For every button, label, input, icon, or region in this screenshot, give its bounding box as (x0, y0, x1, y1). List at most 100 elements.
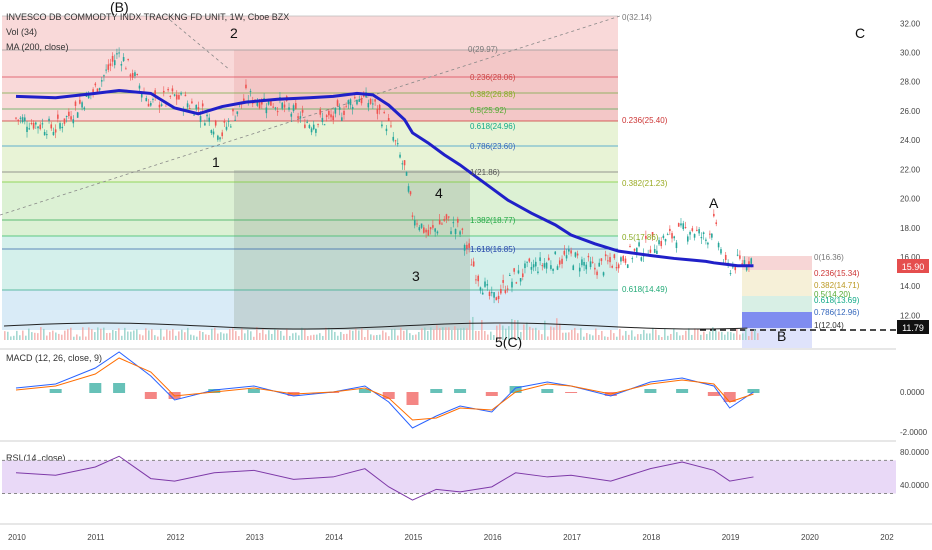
volume-bar (709, 331, 711, 340)
volume-bar (598, 334, 600, 340)
fib-zone (742, 270, 812, 296)
volume-bar (31, 332, 33, 340)
volume-bar (259, 332, 261, 340)
price-candle (28, 128, 31, 130)
price-candle (283, 104, 286, 108)
price-candle (509, 274, 511, 276)
price-candle (217, 135, 219, 140)
volume-bar (250, 331, 252, 340)
volume-bar (154, 335, 156, 340)
price-candle (312, 124, 315, 130)
time-axis[interactable]: 2010 2011 2012 2013 2014 2015 2016 2017 2018 2019… (8, 533, 894, 542)
volume-bar (379, 334, 381, 340)
price-candle (258, 102, 261, 109)
macd-histogram-bar (707, 392, 720, 396)
price-candle (717, 242, 720, 248)
price-candle (276, 111, 279, 113)
volume-bar (544, 320, 546, 340)
price-candle (96, 88, 99, 94)
price-candle (519, 278, 522, 282)
price-candle (413, 220, 416, 226)
price-tick-label: 12.00 (900, 311, 921, 320)
price-candle (390, 125, 392, 127)
price-candle (702, 232, 705, 235)
fib-level-label: 1(12.04) (814, 321, 844, 330)
price-candle (24, 117, 26, 122)
price-candle (495, 297, 498, 301)
volume-bar (685, 330, 687, 340)
macd-histogram-bar (247, 389, 260, 393)
volume-bar (193, 335, 195, 340)
volume-bar (304, 329, 306, 340)
price-candle (750, 258, 753, 264)
macd-histogram-bar (406, 392, 419, 405)
volume-bar (91, 329, 93, 340)
fib-level-label: 0.236(28.06) (470, 73, 516, 82)
time-tick-label: 2018 (642, 533, 660, 542)
volume-bar (721, 331, 723, 340)
volume-bar (316, 334, 318, 340)
volume-bar (226, 333, 228, 340)
rsi-tick-label: 80.0000 (900, 448, 929, 457)
fibonacci-labels: 0(32.14) 0(29.97) 0.236(28.06) 0.382(26.88)… (468, 13, 860, 330)
price-candle (622, 256, 625, 261)
volume-bar (271, 333, 273, 340)
volume-bar (523, 324, 525, 340)
price-candle (92, 89, 94, 93)
price-series-layer (15, 88, 754, 268)
price-candle (292, 105, 295, 112)
price-candle (35, 122, 37, 125)
time-tick-label: 2015 (405, 533, 423, 542)
price-tick-label: 32.00 (900, 19, 921, 28)
volume-bar (568, 332, 570, 340)
price-candle (524, 263, 526, 269)
price-candle (208, 117, 211, 122)
price-candle (147, 103, 150, 107)
volume-bar (607, 336, 609, 340)
volume-bar (442, 327, 444, 340)
price-candle (684, 227, 687, 229)
price-candle (405, 171, 408, 176)
price-candle (486, 284, 489, 286)
price-candle (351, 106, 354, 110)
fib-level-label: 0.236(25.40) (622, 116, 668, 125)
price-candle (83, 107, 86, 110)
volume-bar (295, 332, 297, 340)
price-candle (343, 110, 345, 115)
price-candle (74, 101, 77, 106)
wave-label: 2 (230, 25, 238, 41)
price-candle (317, 123, 319, 125)
macd-histogram-bar (541, 389, 554, 393)
volume-bar (280, 331, 282, 340)
price-candle (463, 245, 466, 251)
line-price-text: 11.79 (902, 323, 924, 333)
volume-bar (640, 334, 642, 340)
price-candle (288, 107, 290, 110)
price-candle (310, 128, 313, 133)
price-candle (59, 123, 61, 129)
wave-label: 5(C) (495, 334, 522, 350)
price-candle (140, 91, 143, 98)
volume-bar (139, 334, 141, 340)
volume-bar (712, 327, 714, 340)
price-candle (511, 281, 513, 288)
price-candle (457, 218, 459, 223)
price-candle (484, 281, 486, 287)
price-axis-panel[interactable] (896, 0, 932, 550)
volume-bar (73, 336, 75, 340)
volume-bar (754, 329, 756, 340)
volume-bar (517, 320, 519, 340)
price-candle (63, 118, 66, 124)
price-candle (513, 268, 515, 272)
volume-bar (235, 331, 237, 340)
price-candle (691, 228, 694, 231)
price-candle (438, 219, 441, 225)
price-candle (81, 102, 83, 108)
price-candle (541, 265, 544, 267)
price-candle (651, 231, 654, 237)
volume-bar (181, 329, 183, 340)
price-candle (468, 243, 470, 248)
volume-bar (112, 330, 114, 340)
volume-bar (223, 333, 225, 340)
